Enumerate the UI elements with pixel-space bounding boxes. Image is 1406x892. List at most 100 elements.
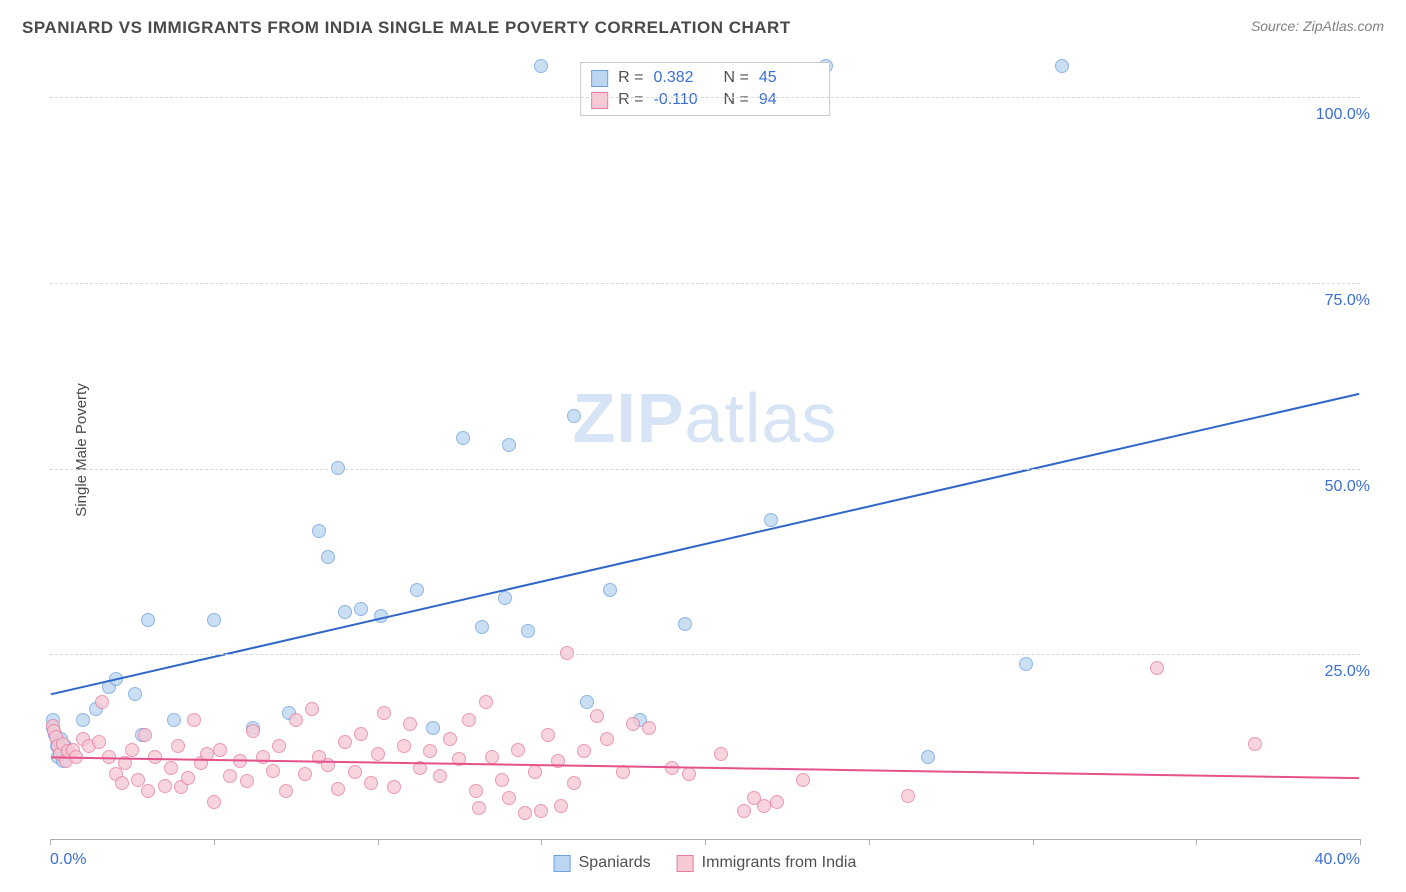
data-point xyxy=(348,765,362,779)
data-point xyxy=(69,750,83,764)
data-point xyxy=(374,609,388,623)
data-point xyxy=(76,713,90,727)
data-point xyxy=(354,727,368,741)
data-point xyxy=(541,728,555,742)
n-value: 94 xyxy=(759,91,819,109)
x-tick xyxy=(50,839,51,845)
chart-container: Single Male Poverty ZIPatlas R =0.382N =… xyxy=(50,60,1360,840)
data-point xyxy=(102,750,116,764)
data-point xyxy=(1055,59,1069,73)
legend-series-item: Spaniards xyxy=(554,854,651,872)
data-point xyxy=(764,513,778,527)
data-point xyxy=(567,776,581,790)
data-point xyxy=(207,613,221,627)
data-point xyxy=(502,791,516,805)
data-point xyxy=(246,724,260,738)
data-point xyxy=(511,743,525,757)
r-label: R = xyxy=(618,69,643,87)
data-point xyxy=(115,776,129,790)
data-point xyxy=(469,784,483,798)
data-point xyxy=(167,713,181,727)
legend-correlation-row: R =-0.110N =94 xyxy=(591,89,819,111)
data-point xyxy=(495,773,509,787)
legend-swatch xyxy=(591,70,608,87)
data-point xyxy=(213,743,227,757)
data-point xyxy=(354,602,368,616)
data-point xyxy=(413,761,427,775)
data-point xyxy=(266,764,280,778)
data-point xyxy=(518,806,532,820)
data-point xyxy=(377,706,391,720)
x-tick xyxy=(869,839,870,845)
data-point xyxy=(577,744,591,758)
r-value: -0.110 xyxy=(654,91,714,109)
data-point xyxy=(472,801,486,815)
data-point xyxy=(485,750,499,764)
data-point xyxy=(1150,661,1164,675)
data-point xyxy=(479,695,493,709)
data-point xyxy=(95,695,109,709)
data-point xyxy=(298,767,312,781)
data-point xyxy=(1019,657,1033,671)
n-label: N = xyxy=(724,69,749,87)
chart-source: Source: ZipAtlas.com xyxy=(1251,18,1384,34)
data-point xyxy=(1248,737,1262,751)
data-point xyxy=(521,624,535,638)
data-point xyxy=(678,617,692,631)
plot-area: ZIPatlas R =0.382N =45R =-0.110N =94 25.… xyxy=(50,60,1360,840)
data-point xyxy=(770,795,784,809)
data-point xyxy=(534,59,548,73)
data-point xyxy=(580,695,594,709)
r-value: 0.382 xyxy=(654,69,714,87)
data-point xyxy=(921,750,935,764)
trend-lines xyxy=(50,60,1360,839)
y-tick-label: 100.0% xyxy=(1316,106,1370,124)
x-tick xyxy=(214,839,215,845)
data-point xyxy=(452,752,466,766)
data-point xyxy=(737,804,751,818)
data-point xyxy=(387,780,401,794)
legend-series-label: Spaniards xyxy=(579,854,651,872)
data-point xyxy=(338,605,352,619)
data-point xyxy=(109,672,123,686)
data-point xyxy=(371,747,385,761)
legend-series-label: Immigrants from India xyxy=(702,854,857,872)
data-point xyxy=(158,779,172,793)
data-point xyxy=(164,761,178,775)
n-value: 45 xyxy=(759,69,819,87)
data-point xyxy=(138,728,152,742)
data-point xyxy=(528,765,542,779)
data-point xyxy=(551,754,565,768)
data-point xyxy=(141,784,155,798)
gridline xyxy=(50,283,1360,284)
data-point xyxy=(312,524,326,538)
data-point xyxy=(456,431,470,445)
x-tick-label: 40.0% xyxy=(1315,851,1360,869)
data-point xyxy=(603,583,617,597)
data-point xyxy=(462,713,476,727)
legend-correlation: R = 0.382 N = 45 R =-0.110N =94 xyxy=(580,62,830,116)
data-point xyxy=(92,735,106,749)
data-point xyxy=(757,799,771,813)
data-point xyxy=(626,717,640,731)
data-point xyxy=(397,739,411,753)
data-point xyxy=(567,409,581,423)
x-tick xyxy=(1196,839,1197,845)
x-tick xyxy=(541,839,542,845)
y-tick-label: 25.0% xyxy=(1325,663,1370,681)
data-point xyxy=(616,765,630,779)
data-point xyxy=(125,743,139,757)
data-point xyxy=(502,438,516,452)
gridline xyxy=(50,97,1360,98)
watermark: ZIPatlas xyxy=(573,378,838,458)
data-point xyxy=(256,750,270,764)
y-tick-label: 50.0% xyxy=(1325,478,1370,496)
data-point xyxy=(554,799,568,813)
chart-title: SPANIARD VS IMMIGRANTS FROM INDIA SINGLE… xyxy=(22,18,791,38)
gridline xyxy=(50,469,1360,470)
data-point xyxy=(331,782,345,796)
data-point xyxy=(475,620,489,634)
data-point xyxy=(148,750,162,764)
data-point xyxy=(118,756,132,770)
data-point xyxy=(200,747,214,761)
